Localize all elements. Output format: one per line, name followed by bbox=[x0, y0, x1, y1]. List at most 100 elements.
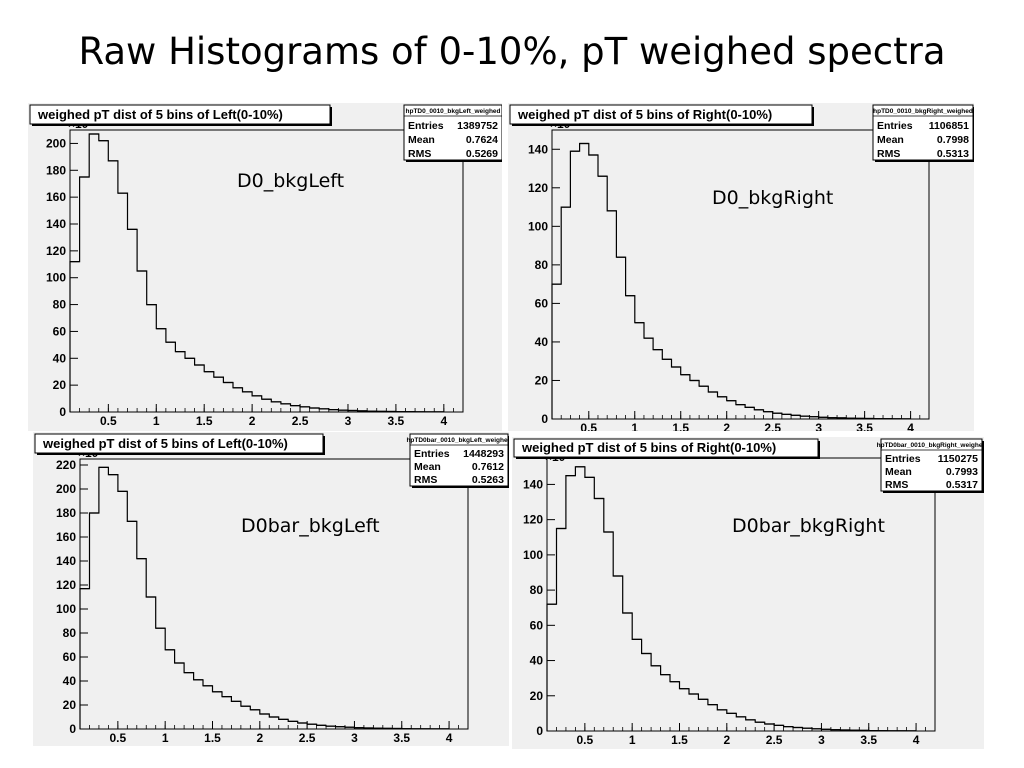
x-tick-label: 2 bbox=[249, 414, 256, 428]
x-tick-label: 1.5 bbox=[204, 731, 221, 745]
stats-label-mean: Mean bbox=[877, 134, 904, 146]
x-tick-label: 2 bbox=[723, 733, 730, 747]
y-tick-label: 120 bbox=[528, 181, 548, 195]
x-tick-label: 2.5 bbox=[292, 414, 309, 428]
stats-histogram-name: hpTD0_0010_bkgLeft_weighed bbox=[406, 108, 501, 115]
y-tick-label: 40 bbox=[530, 654, 544, 668]
stats-value-rms: 0.5317 bbox=[946, 479, 978, 491]
title-box bbox=[29, 104, 331, 125]
stats-content: hpTD0bar_0010_bkgLeft_weighed Entries 1448… bbox=[406, 437, 509, 486]
y-tick-label: 140 bbox=[46, 217, 66, 231]
y-tick-label: 100 bbox=[46, 271, 66, 285]
y-tick-label: 160 bbox=[56, 530, 76, 544]
y-tick-label: 20 bbox=[530, 689, 544, 703]
histogram-svg-d0bar-bkgleft: 0.5 1 1.5 2 2.5 3 3.5 4020406080100120140160180… bbox=[33, 432, 509, 746]
histogram-annotation: D0bar_bkgLeft bbox=[241, 515, 380, 537]
x-tick-label: 2.5 bbox=[764, 421, 781, 431]
y-tick-label: 140 bbox=[56, 554, 76, 568]
stats-label-rms: RMS bbox=[408, 148, 431, 160]
y-tick-label: 60 bbox=[535, 296, 549, 310]
stats-content: hpTD0_0010_bkgRight_weighed Entries 110685… bbox=[873, 108, 973, 160]
x-tick-label: 1 bbox=[629, 733, 636, 747]
x-tick-label: 3 bbox=[345, 414, 352, 428]
stats-value-rms: 0.5313 bbox=[937, 148, 969, 160]
y-tick-label: 40 bbox=[63, 674, 77, 688]
y-tick-label: 0 bbox=[541, 412, 548, 426]
stats-content: hpTD0bar_0010_bkgRight_weighed Entries 115… bbox=[877, 442, 984, 491]
x-tick-label: 3.5 bbox=[388, 414, 405, 428]
stats-label-mean: Mean bbox=[885, 466, 912, 478]
histogram-title: weighed pT dist of 5 bins of Right(0-10%… bbox=[517, 107, 772, 122]
x-tick-label: 2.5 bbox=[766, 733, 783, 747]
x-tick-label: 3.5 bbox=[860, 733, 877, 747]
histogram-annotation: D0bar_bkgRight bbox=[732, 515, 885, 537]
x-tick-label: 1 bbox=[162, 731, 169, 745]
x-tick-label: 2 bbox=[723, 421, 730, 431]
x-tick-label: 3 bbox=[818, 733, 825, 747]
stats-label-entries: Entries bbox=[408, 120, 444, 132]
y-tick-label: 140 bbox=[528, 142, 548, 156]
stats-histogram-name: hpTD0bar_0010_bkgLeft_weighed bbox=[406, 437, 509, 444]
y-tick-label: 80 bbox=[530, 583, 544, 597]
title-box bbox=[513, 438, 819, 458]
stats-value-entries: 1106851 bbox=[929, 120, 969, 132]
stats-label-entries: Entries bbox=[877, 120, 913, 132]
histogram-svg-d0-bkgleft: 0.5 1 1.5 2 2.5 3 3.5 4020406080100120140160180… bbox=[28, 103, 502, 431]
stats-value-rms: 0.5263 bbox=[472, 474, 504, 486]
stats-histogram-name: hpTD0bar_0010_bkgRight_weighed bbox=[877, 442, 984, 449]
stats-histogram-name: hpTD0_0010_bkgRight_weighed bbox=[873, 108, 973, 115]
y-tick-label: 100 bbox=[523, 548, 543, 562]
histogram-panel-d0-bkgright: 0.511.522.533.54020406080100120140×10³we… bbox=[508, 103, 974, 431]
plot-frame bbox=[79, 458, 469, 730]
histogram-panel-d0bar-bkgleft: 0.5 1 1.5 2 2.5 3 3.5 4 0 20 40 60 80 100 120 140 160 180… bbox=[33, 432, 509, 746]
x-tick-label: 0.5 bbox=[580, 421, 597, 431]
y-tick-label: 40 bbox=[535, 335, 549, 349]
plot-frame bbox=[69, 129, 464, 413]
x-tick-label: 1.5 bbox=[672, 421, 689, 431]
y-tick-label: 20 bbox=[535, 373, 549, 387]
stats-value-mean: 0.7998 bbox=[937, 134, 969, 146]
y-tick-label: 140 bbox=[523, 477, 543, 491]
y-tick-label: 60 bbox=[530, 618, 544, 632]
y-tick-label: 20 bbox=[63, 698, 77, 712]
y-tick-label: 40 bbox=[53, 351, 67, 365]
x-tick-label: 1 bbox=[153, 414, 160, 428]
x-tick-label: 1.5 bbox=[671, 733, 688, 747]
x-tick-label: 3.5 bbox=[393, 731, 410, 745]
x-tick-label: 0.5 bbox=[577, 733, 594, 747]
stats-label-entries: Entries bbox=[885, 453, 921, 465]
x-tick-label: 4 bbox=[440, 414, 447, 428]
y-tick-label: 100 bbox=[528, 219, 548, 233]
x-tick-label: 3 bbox=[815, 421, 822, 431]
y-tick-label: 0 bbox=[536, 724, 543, 738]
stats-label-entries: Entries bbox=[414, 448, 450, 460]
stats-value-mean: 0.7993 bbox=[946, 466, 978, 478]
x-tick-label: 0.5 bbox=[110, 731, 127, 745]
stats-label-mean: Mean bbox=[408, 134, 435, 146]
y-tick-label: 200 bbox=[56, 482, 76, 496]
y-tick-label: 80 bbox=[63, 626, 77, 640]
stats-value-rms: 0.5269 bbox=[466, 148, 498, 160]
y-tick-label: 180 bbox=[56, 506, 76, 520]
y-tick-label: 0 bbox=[69, 722, 76, 736]
y-tick-label: 80 bbox=[535, 258, 549, 272]
stats-label-mean: Mean bbox=[414, 461, 441, 473]
x-tick-label: 4 bbox=[913, 733, 920, 747]
plot-frame bbox=[551, 129, 930, 420]
y-tick-label: 120 bbox=[56, 578, 76, 592]
x-tick-label: 4 bbox=[446, 731, 453, 745]
y-tick-label: 180 bbox=[46, 163, 66, 177]
slide-title: Raw Histograms of 0-10%, pT weighed spec… bbox=[78, 30, 946, 73]
stats-label-rms: RMS bbox=[885, 479, 908, 491]
y-tick-label: 120 bbox=[46, 244, 66, 258]
histogram-title: weighed pT dist of 5 bins of Right(0-10%… bbox=[521, 440, 776, 455]
x-tick-label: 2 bbox=[256, 731, 263, 745]
stats-content: hpTD0_0010_bkgLeft_weighed Entries 1389752… bbox=[406, 108, 501, 160]
stats-box bbox=[880, 438, 983, 492]
stats-label-rms: RMS bbox=[414, 474, 437, 486]
y-tick-label: 200 bbox=[46, 136, 66, 150]
stats-box bbox=[403, 104, 502, 161]
y-tick-label: 100 bbox=[56, 602, 76, 616]
y-tick-label: 0 bbox=[59, 405, 66, 419]
stats-value-mean: 0.7612 bbox=[472, 461, 504, 473]
